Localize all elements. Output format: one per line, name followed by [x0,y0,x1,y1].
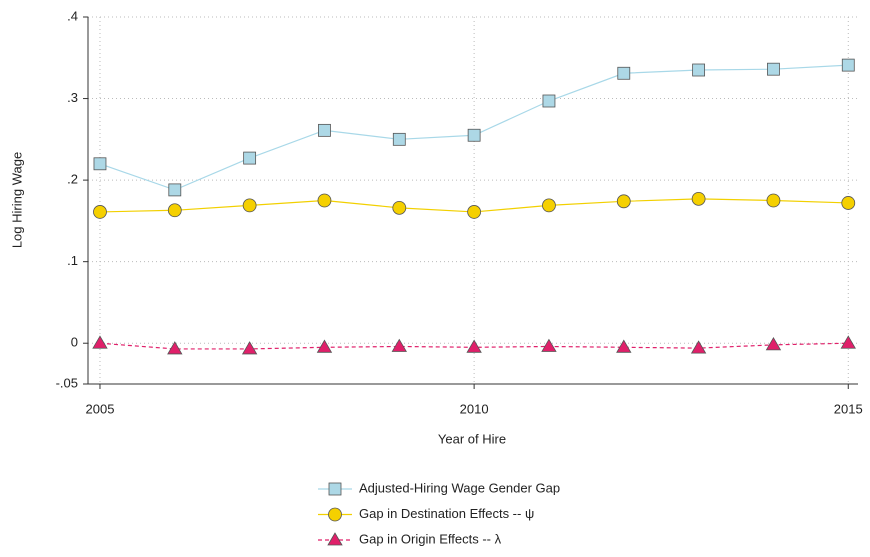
data-point [616,339,632,353]
data-point [391,338,407,352]
data-point [765,337,782,351]
data-point [167,341,183,355]
data-point [243,151,257,165]
y-tick-label: .4 [67,8,78,23]
y-tick-label: .2 [67,172,78,187]
data-point [168,183,182,197]
data-point [841,196,856,210]
data-point [616,194,631,209]
data-point [690,340,707,354]
legend-label: Gap in Origin Effects -- λ [359,531,502,546]
data-point [542,94,556,108]
data-point [467,205,482,219]
legend-marker [327,532,343,546]
data-point [93,157,107,171]
series-line [99,64,849,191]
data-point [841,58,855,72]
y-tick-label: 0 [71,335,78,350]
y-tick-label: .3 [67,90,78,105]
data-point [840,335,856,349]
data-point [541,338,557,352]
legend-label: Adjusted-Hiring Wage Gender Gap [359,480,560,495]
legend-marker [328,482,342,496]
data-point [392,132,406,146]
data-point [316,339,333,353]
data-point [318,123,331,137]
legend-marker [328,507,342,522]
data-point [617,66,631,80]
data-point [167,203,182,218]
data-point [92,335,108,349]
data-point [93,205,107,219]
y-axis-label: Log Hiring Wage [9,152,24,248]
x-tick-label: 2015 [834,401,863,416]
x-tick-label: 2005 [86,401,115,416]
data-point [692,63,706,77]
legend-label: Gap in Destination Effects -- ψ [359,506,534,521]
data-point [392,200,407,215]
data-point [466,339,482,353]
y-tick-label: .1 [67,253,78,268]
x-tick-label: 2010 [460,401,489,416]
data-point [467,128,481,142]
data-point [542,198,556,213]
x-axis-label: Year of Hire [438,431,506,446]
data-point [317,193,332,208]
data-point [691,191,706,206]
y-tick-label: -.05 [56,375,78,390]
data-point [766,193,781,208]
data-point [241,341,258,355]
data-point [242,198,257,213]
data-point [767,62,780,76]
